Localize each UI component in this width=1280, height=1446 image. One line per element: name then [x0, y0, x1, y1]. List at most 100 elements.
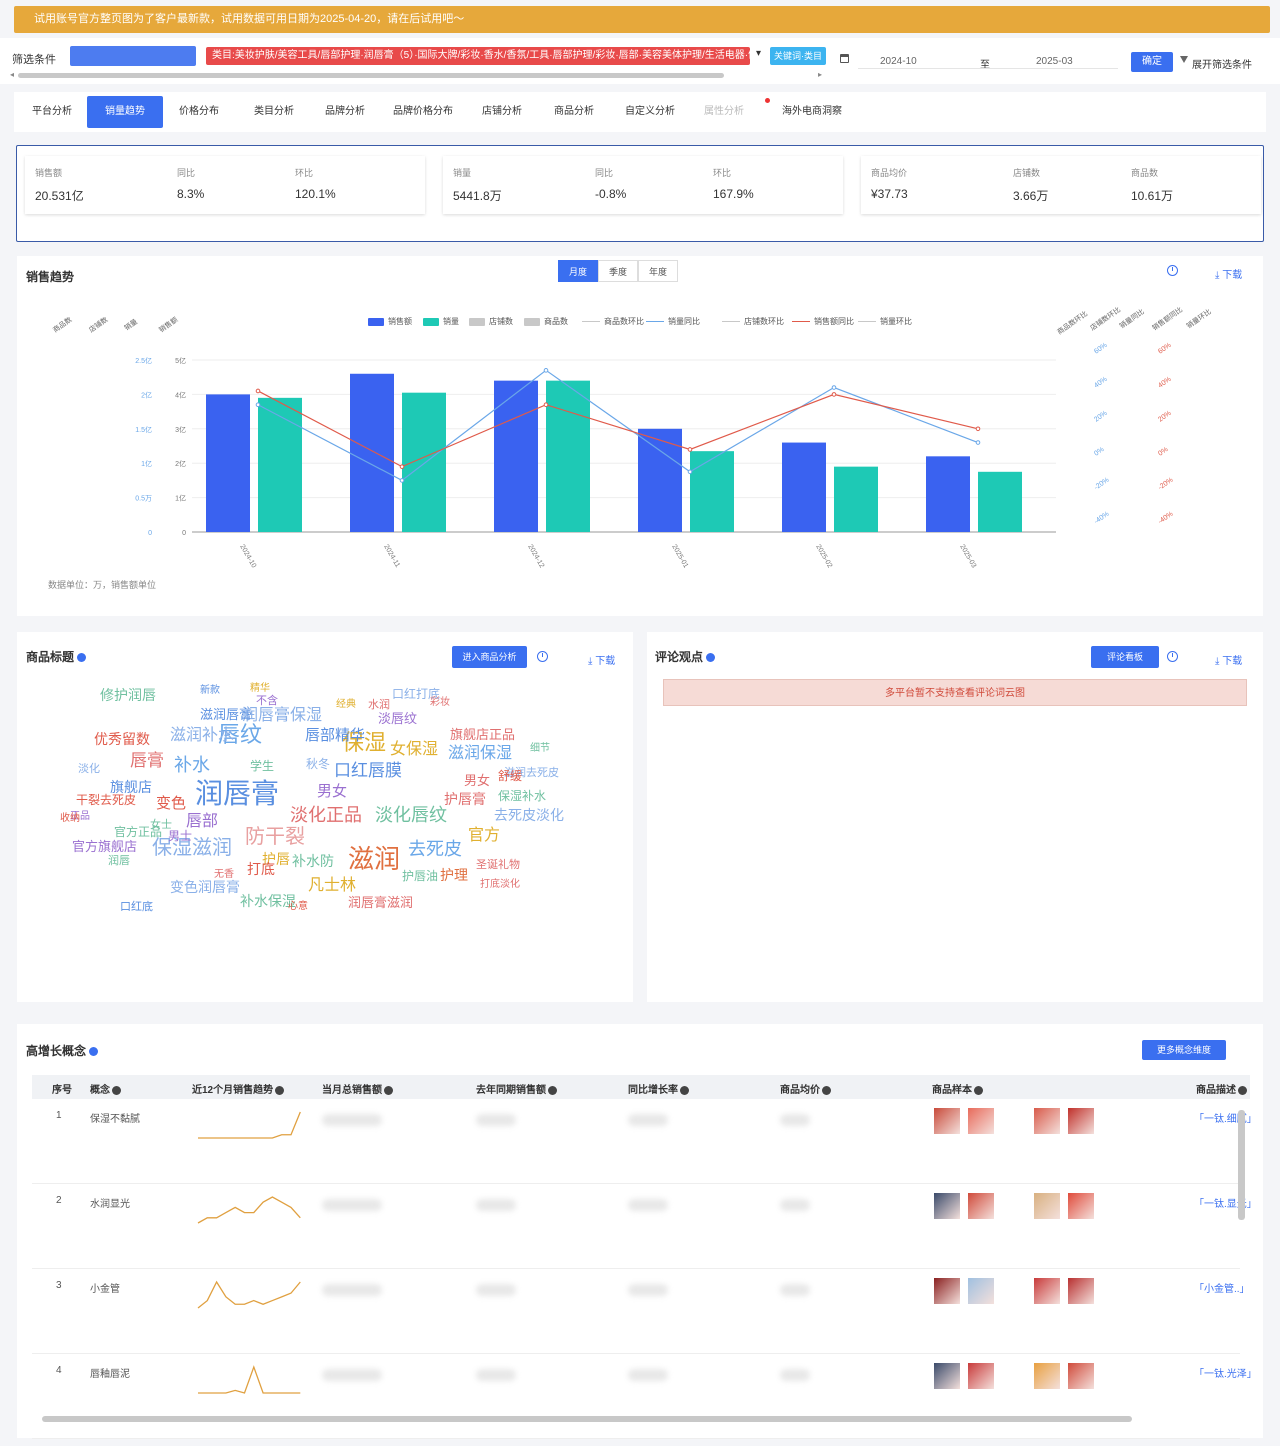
line-point[interactable] [975, 440, 981, 445]
cloud-word[interactable]: 保湿 [342, 730, 387, 755]
legend-item[interactable]: 商品数环比 [582, 316, 644, 327]
confirm-button[interactable]: 确定 [1131, 52, 1173, 72]
concept-name[interactable]: 小金管 [90, 1284, 120, 1295]
cloud-word[interactable]: 淡化 [78, 763, 100, 775]
cloud-word[interactable]: 无香 [214, 869, 234, 880]
cloud-word[interactable]: 不含 [256, 695, 278, 707]
tab-item[interactable]: 商品分析 [554, 106, 594, 117]
history-clock-icon[interactable] [1167, 265, 1178, 276]
line-point[interactable] [831, 385, 837, 390]
line-point[interactable] [399, 478, 405, 483]
product-thumbnail[interactable] [1068, 1363, 1094, 1389]
product-thumbnail[interactable] [968, 1278, 994, 1304]
cloud-word[interactable]: 修护润唇 [100, 687, 156, 703]
bar-mark[interactable] [978, 471, 1022, 532]
product-thumbnail[interactable] [968, 1108, 994, 1134]
column-header[interactable]: 商品样本 [932, 1081, 983, 1096]
table-row[interactable]: 2 水润显光 「一钛.显光」 [32, 1185, 1257, 1269]
filter-category-pill[interactable]: 类目:美妆护肤/美容工具/唇部护理·润唇膏（5）·国际大牌/彩妆·香水/香氛/工… [206, 47, 750, 65]
cloud-word[interactable]: 保湿补水 [498, 789, 547, 803]
legend-item[interactable]: 店铺数环比 [722, 316, 784, 327]
cloud-word[interactable]: 保湿滋润 [152, 837, 232, 859]
column-header[interactable]: 近12个月销售趋势 [192, 1081, 285, 1096]
cloud-word[interactable]: 淡化唇纹 [375, 805, 447, 825]
cloud-word[interactable]: 滋润唇膏 [200, 707, 253, 722]
cloud-word[interactable]: 唇部 [186, 813, 219, 830]
info-icon[interactable] [706, 653, 716, 663]
product-description[interactable]: 「小金管..」 [1194, 1284, 1250, 1295]
concept-name[interactable]: 唇釉唇泥 [90, 1369, 130, 1380]
cloud-word[interactable]: 滋润保湿 [448, 745, 513, 762]
bar-mark[interactable] [350, 373, 394, 532]
table-row[interactable]: 4 唇釉唇泥 「一钛.光泽」 [32, 1355, 1257, 1439]
cloud-word[interactable]: 细节 [530, 743, 550, 754]
cloud-word[interactable]: 男女 [464, 773, 491, 788]
history-clock-icon[interactable] [537, 651, 548, 662]
tab-item[interactable]: 自定义分析 [625, 106, 675, 117]
scroll-right-icon[interactable]: ▸ [818, 70, 823, 79]
funnel-icon[interactable] [1180, 56, 1188, 63]
cloud-word[interactable]: 护唇 [262, 851, 290, 867]
help-icon[interactable] [974, 1085, 983, 1095]
concept-name[interactable]: 保湿不黏腻 [90, 1114, 140, 1125]
cloud-word[interactable]: 防干裂 [245, 826, 305, 848]
cloud-word[interactable]: 舒缓 [498, 769, 523, 783]
cloud-word[interactable]: 润唇膏保湿 [242, 707, 323, 724]
tab-item[interactable]: 平台分析 [32, 106, 72, 117]
cloud-word[interactable]: 护理 [440, 867, 468, 883]
product-thumbnail[interactable] [934, 1193, 960, 1219]
product-thumbnail[interactable] [1034, 1193, 1060, 1219]
scroll-left-icon[interactable]: ◂ [10, 70, 15, 79]
cloud-word[interactable]: 旗舰店正品 [450, 727, 516, 742]
cloud-word[interactable]: 彩妆 [430, 697, 450, 708]
cloud-word[interactable]: 淡唇纹 [378, 711, 418, 726]
product-description[interactable]: 「一钛.显光」 [1194, 1199, 1257, 1210]
column-header[interactable]: 同比增长率 [628, 1081, 689, 1096]
help-icon[interactable] [1238, 1085, 1247, 1095]
product-thumbnail[interactable] [934, 1108, 960, 1134]
legend-item[interactable]: 销售额同比 [792, 316, 854, 327]
product-thumbnail[interactable] [1068, 1278, 1094, 1304]
bar-mark[interactable] [546, 380, 590, 532]
tab-item[interactable]: 店铺分析 [482, 106, 522, 117]
cloud-word[interactable]: 干裂去死皮 [76, 793, 137, 807]
column-header[interactable]: 概念 [90, 1081, 121, 1096]
keyword-category-button[interactable]: 关键词·类目 [770, 47, 826, 65]
product-thumbnail[interactable] [1068, 1108, 1094, 1134]
cloud-word[interactable]: 润唇 [108, 855, 130, 867]
cloud-word[interactable]: 补水保湿 [240, 893, 296, 909]
legend-item[interactable]: 店铺数 [469, 316, 513, 327]
product-thumbnail[interactable] [1068, 1193, 1094, 1219]
info-icon[interactable] [77, 653, 87, 663]
product-thumbnail[interactable] [934, 1278, 960, 1304]
cloud-word[interactable]: 补水防 [292, 853, 334, 869]
cloud-word[interactable]: 唇纹 [218, 722, 263, 747]
cloud-word[interactable]: 收纳 [60, 813, 80, 824]
chevron-down-icon[interactable]: ▾ [756, 48, 762, 59]
legend-item[interactable]: 销量环比 [858, 316, 912, 327]
cloud-word[interactable]: 男士 [168, 829, 193, 843]
line-point[interactable] [399, 464, 405, 469]
history-clock-icon[interactable] [1167, 651, 1178, 662]
product-thumbnail[interactable] [1034, 1363, 1060, 1389]
date-from-input[interactable]: 2024-10 [880, 56, 917, 67]
bar-mark[interactable] [494, 380, 538, 532]
cloud-word[interactable]: 变色 [156, 795, 187, 812]
tab-item[interactable]: 价格分布 [179, 106, 219, 117]
filter-horizontal-scrollbar[interactable] [18, 73, 724, 78]
cloud-word[interactable]: 正品 [70, 811, 90, 822]
tab-item[interactable]: 类目分析 [254, 106, 294, 117]
cloud-word[interactable]: 官方正品 [114, 825, 163, 839]
product-thumbnail[interactable] [968, 1193, 994, 1219]
cloud-word[interactable]: 滋润去死皮 [504, 767, 559, 779]
tab-item[interactable]: 销量趋势 [87, 96, 163, 128]
bar-mark[interactable] [638, 428, 682, 532]
help-icon[interactable] [548, 1085, 557, 1095]
cloud-word[interactable]: 唇膏 [130, 751, 164, 770]
table-horizontal-scrollbar[interactable] [42, 1416, 1132, 1422]
cloud-word[interactable]: 凡士林 [308, 877, 357, 894]
cloud-word[interactable]: 去死皮 [408, 839, 462, 859]
cloud-word[interactable]: 官方 [468, 827, 501, 844]
cloud-word[interactable]: 水润 [368, 699, 390, 711]
download-link[interactable]: ⤓ 下载 [588, 656, 616, 667]
